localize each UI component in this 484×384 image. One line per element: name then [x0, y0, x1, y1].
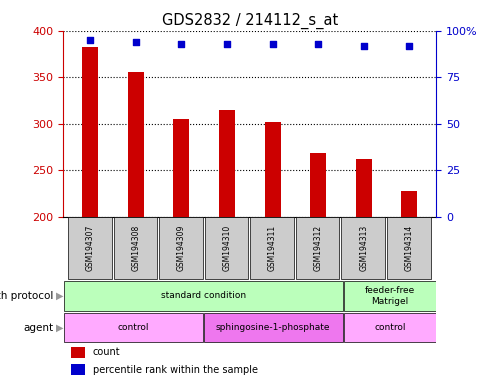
Bar	[400, 192, 416, 384]
FancyBboxPatch shape	[63, 281, 342, 311]
Bar	[309, 153, 325, 384]
FancyBboxPatch shape	[113, 217, 157, 279]
Text: sphingosine-1-phosphate: sphingosine-1-phosphate	[215, 323, 330, 332]
Title: GDS2832 / 214112_s_at: GDS2832 / 214112_s_at	[161, 13, 337, 29]
FancyBboxPatch shape	[341, 217, 384, 279]
Bar	[219, 110, 234, 384]
Text: GSM194307: GSM194307	[86, 225, 95, 271]
Bar	[173, 119, 189, 384]
Text: growth protocol: growth protocol	[0, 291, 53, 301]
Point	[177, 41, 185, 47]
FancyBboxPatch shape	[343, 313, 435, 343]
Bar	[82, 46, 98, 384]
FancyBboxPatch shape	[386, 217, 430, 279]
Text: GSM194310: GSM194310	[222, 225, 231, 271]
Text: GSM194309: GSM194309	[177, 225, 185, 271]
FancyBboxPatch shape	[159, 217, 202, 279]
Text: GSM194313: GSM194313	[358, 225, 367, 271]
Point	[405, 43, 412, 49]
FancyBboxPatch shape	[295, 217, 339, 279]
FancyBboxPatch shape	[250, 217, 293, 279]
Bar	[128, 71, 144, 384]
Bar	[264, 122, 280, 384]
Text: GSM194314: GSM194314	[404, 225, 413, 271]
FancyBboxPatch shape	[63, 313, 202, 343]
Bar	[355, 159, 371, 384]
Point	[86, 37, 94, 43]
Text: ▶: ▶	[56, 291, 63, 301]
Text: control: control	[373, 323, 405, 332]
Text: GSM194312: GSM194312	[313, 225, 322, 271]
Point	[223, 41, 230, 47]
Bar	[70, 364, 85, 376]
Point	[132, 39, 139, 45]
FancyBboxPatch shape	[68, 217, 111, 279]
Text: ▶: ▶	[56, 323, 63, 333]
Text: GSM194308: GSM194308	[131, 225, 140, 271]
FancyBboxPatch shape	[204, 217, 248, 279]
Point	[314, 41, 321, 47]
Text: standard condition: standard condition	[160, 291, 245, 300]
Point	[268, 41, 276, 47]
Text: control: control	[117, 323, 149, 332]
Text: agent: agent	[23, 323, 53, 333]
Text: GSM194311: GSM194311	[268, 225, 276, 271]
Text: feeder-free
Matrigel: feeder-free Matrigel	[364, 286, 414, 306]
FancyBboxPatch shape	[203, 313, 342, 343]
Bar	[70, 347, 85, 358]
Point	[359, 43, 367, 49]
Text: count: count	[93, 348, 121, 358]
Text: percentile rank within the sample: percentile rank within the sample	[93, 364, 257, 374]
FancyBboxPatch shape	[343, 281, 435, 311]
